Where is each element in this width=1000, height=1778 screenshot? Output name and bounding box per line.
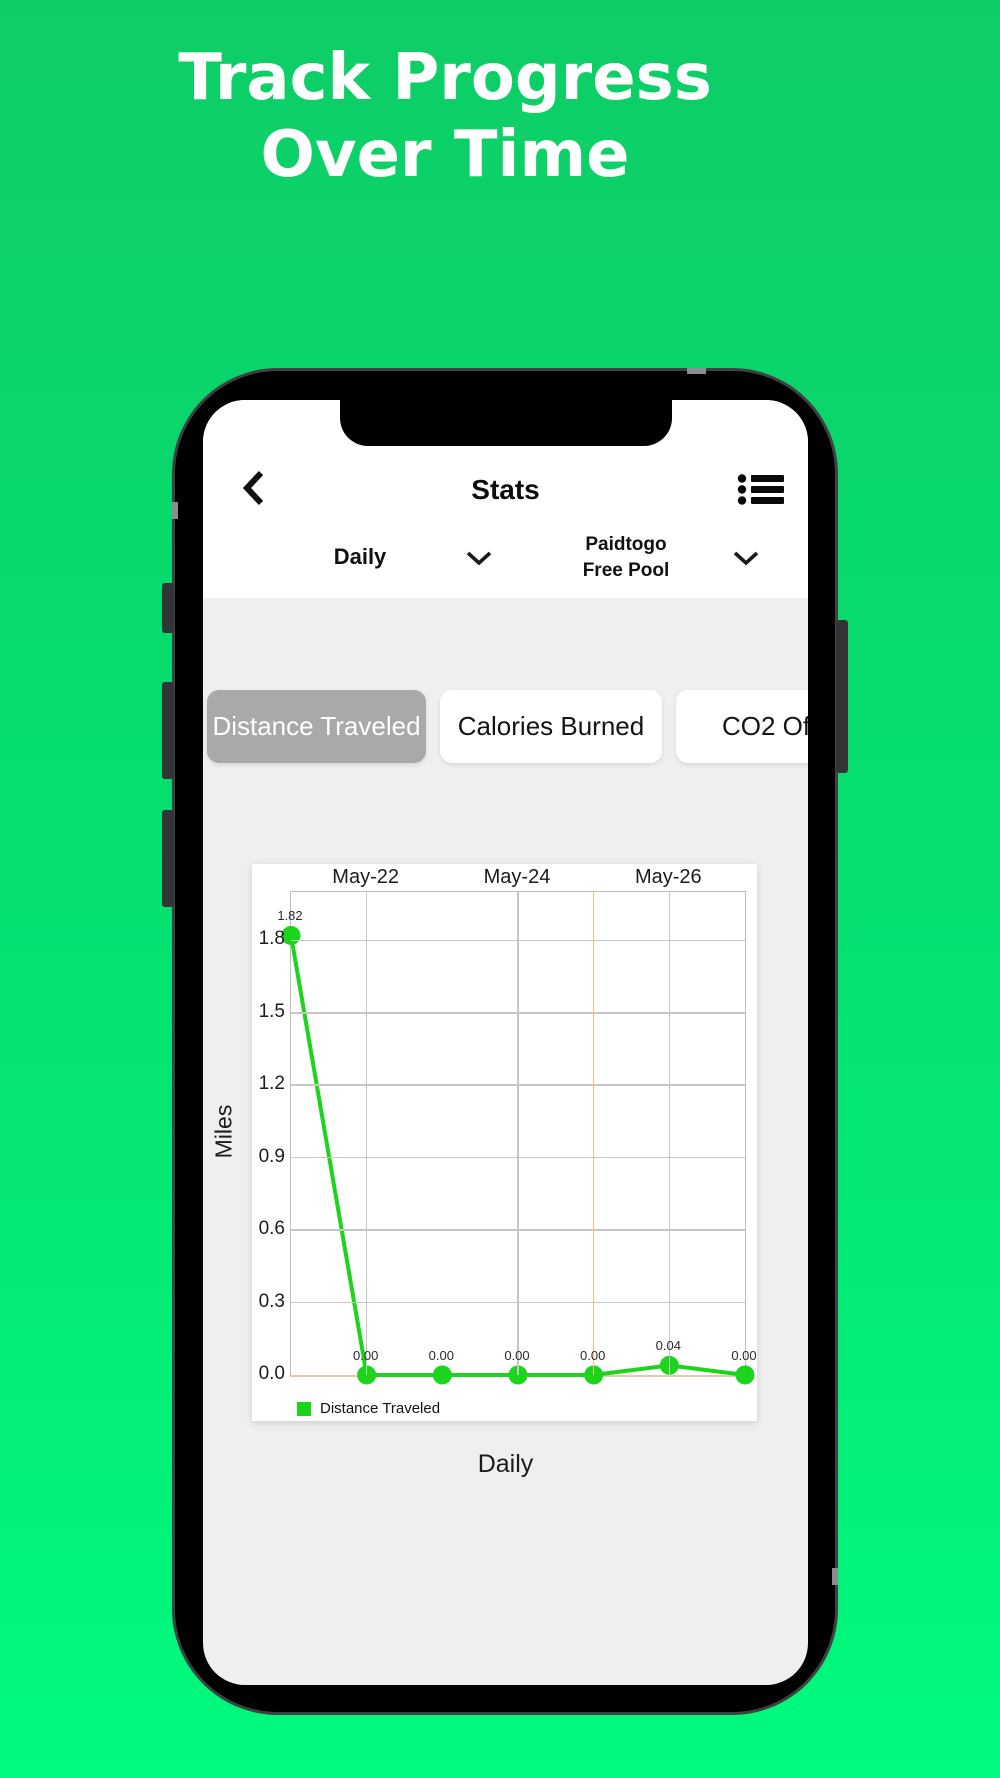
chart-card: Distance Traveled 1.8 1.5 1.2 0.9 0.6 0.3 0.0 M…: [252, 864, 757, 1421]
y-tick-label: 1.8: [258, 928, 285, 950]
back-button[interactable]: [243, 470, 273, 510]
antenna-band-bottom-right: [832, 1568, 838, 1585]
y-tick-label: 0.3: [258, 1290, 285, 1312]
phone-screen: Stats Daily Paidtogo Free Pool: [203, 400, 808, 1685]
chevron-left-icon: [243, 470, 264, 506]
grid-line-v: [668, 892, 671, 1375]
antenna-band-left: [172, 502, 178, 519]
hero-title-line1: Track Progress: [178, 41, 712, 115]
chart-y-axis-title: Miles: [210, 1104, 237, 1159]
data-point: [432, 1365, 452, 1385]
metric-tabs: Distance Traveled Calories Burned CO2 Of: [207, 690, 808, 763]
chart-legend: Distance Traveled: [297, 1400, 440, 1417]
volume-down-button: [162, 810, 174, 907]
phone-frame: Stats Daily Paidtogo Free Pool: [162, 368, 848, 1715]
notch: [339, 400, 672, 446]
plot-area: [281, 891, 755, 1385]
volume-up-button: [162, 682, 174, 779]
grid-line-v: [517, 892, 519, 1375]
data-point-label: 1.82: [277, 908, 303, 924]
x-tick-label: May-22: [332, 866, 399, 888]
data-point-label: 0.00: [428, 1348, 454, 1363]
period-dropdown[interactable]: Daily: [333, 544, 387, 569]
y-tick-label: 0.6: [258, 1218, 285, 1240]
chevron-down-icon[interactable]: [465, 550, 493, 566]
hero-title: Track Progress Over Time: [178, 40, 712, 194]
data-point-label: 0.00: [731, 1348, 757, 1363]
antenna-band-top: [687, 368, 706, 374]
data-point-label: 0.00: [353, 1348, 379, 1363]
tab-co2-offset[interactable]: CO2 Of: [676, 690, 808, 763]
list-menu-button[interactable]: [737, 473, 787, 509]
y-tick-label: 0.9: [258, 1145, 285, 1167]
power-button: [836, 620, 848, 773]
x-tick-label: May-26: [634, 866, 702, 888]
pool-dropdown-line1: Paidtogo: [585, 534, 667, 555]
today-line: [592, 892, 595, 1375]
y-tick-label: 0.0: [258, 1363, 285, 1384]
grid-line-v: [365, 892, 368, 1375]
pool-dropdown[interactable]: Paidtogo Free Pool: [551, 532, 701, 584]
tab-distance-traveled[interactable]: Distance Traveled: [207, 690, 426, 763]
y-tick-label: 1.5: [258, 1000, 285, 1022]
data-point-label: 0.04: [655, 1338, 681, 1354]
legend-label: Distance Traveled: [320, 1400, 441, 1417]
page-title: Stats: [471, 474, 540, 505]
chart-x-axis-title: Daily: [477, 1450, 534, 1478]
data-point: [735, 1365, 755, 1385]
data-point-label: 0.00: [504, 1348, 530, 1363]
data-point: [357, 1365, 377, 1385]
hero-title-line2: Over Time: [260, 118, 630, 192]
x-tick-label: May-24: [483, 866, 551, 888]
chevron-down-icon[interactable]: [732, 550, 760, 566]
list-icon: [737, 474, 784, 505]
tab-calories-burned[interactable]: Calories Burned: [440, 690, 662, 763]
legend-swatch: [297, 1401, 311, 1416]
pool-dropdown-line2: Free Pool: [582, 560, 670, 581]
mute-switch: [162, 583, 174, 633]
data-point: [508, 1365, 528, 1385]
data-point: [584, 1365, 604, 1385]
data-point-label: 0.00: [580, 1348, 606, 1363]
y-tick-label: 1.2: [258, 1073, 285, 1095]
